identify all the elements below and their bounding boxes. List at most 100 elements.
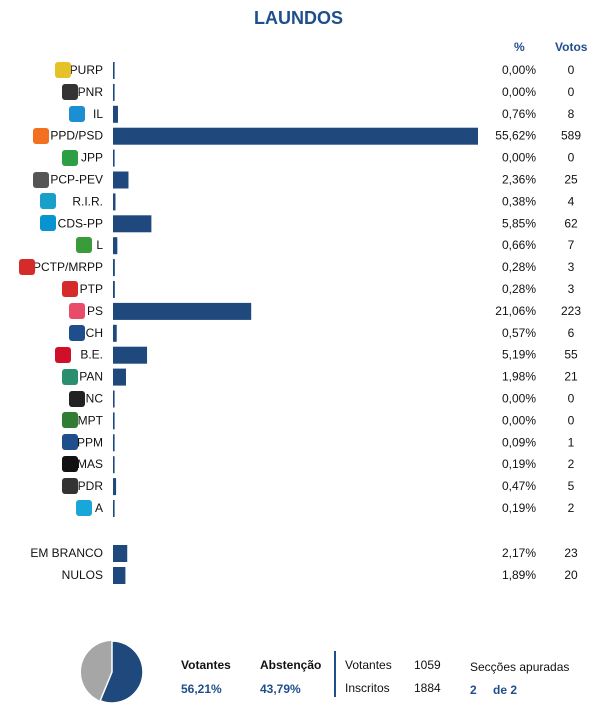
ppm-icon bbox=[61, 434, 78, 451]
bar-ppm bbox=[113, 434, 115, 452]
percent-label-pcp-pev: 2,36% bbox=[502, 173, 536, 187]
percent-label-r-i-r: 0,38% bbox=[502, 194, 536, 208]
votes-label-a: 2 bbox=[568, 501, 575, 515]
percent-label-a: 0,19% bbox=[502, 501, 536, 515]
bar-pdr bbox=[113, 478, 117, 496]
votes-label-pctp-mrpp: 3 bbox=[568, 260, 575, 274]
arrow-icon bbox=[33, 127, 50, 144]
votes-label-em-branco: 23 bbox=[564, 546, 578, 560]
seccoes-done: 2 bbox=[470, 683, 477, 697]
clover-icon bbox=[61, 412, 78, 429]
category-label-nc: NC bbox=[86, 392, 104, 406]
category-label-b-e: B.E. bbox=[80, 348, 103, 362]
flower-icon bbox=[75, 237, 92, 254]
category-label-cds-pp: CDS-PP bbox=[58, 216, 103, 230]
votes-label-ppd-psd: 589 bbox=[561, 129, 581, 143]
bar-ptp bbox=[113, 281, 115, 298]
votes-label-l: 7 bbox=[568, 238, 575, 252]
category-label-a: A bbox=[95, 501, 103, 515]
percent-label-mas: 0,19% bbox=[502, 457, 536, 471]
percent-header: % bbox=[514, 40, 525, 54]
votantes-count-label: Votantes bbox=[345, 658, 392, 672]
category-label-pdr: PDR bbox=[78, 479, 104, 493]
votantes-percent: 56,21% bbox=[181, 682, 222, 696]
seccoes-total: de 2 bbox=[493, 683, 518, 697]
percent-label-pdr: 0,47% bbox=[502, 479, 536, 493]
flame-icon bbox=[61, 83, 78, 100]
votes-label-nc: 0 bbox=[568, 392, 575, 406]
bar-em-branco bbox=[113, 545, 128, 562]
ps-rose-icon bbox=[68, 302, 85, 319]
percent-label-purp: 0,00% bbox=[502, 63, 536, 77]
bar-pctp-mrpp bbox=[113, 259, 115, 277]
votes-label-ptp: 3 bbox=[568, 282, 575, 296]
bar-cds-pp bbox=[113, 215, 152, 233]
percent-label-nulos: 1,89% bbox=[502, 568, 536, 582]
percent-label-nc: 0,00% bbox=[502, 392, 536, 406]
bar-r-i-r bbox=[113, 193, 116, 211]
votes-label-mpt: 0 bbox=[568, 413, 575, 427]
alianca-icon bbox=[75, 500, 92, 516]
category-label-mpt: MPT bbox=[78, 413, 104, 427]
votes-label-ch: 6 bbox=[568, 326, 575, 340]
bar-jpp bbox=[113, 149, 115, 167]
category-label-jpp: JPP bbox=[81, 151, 103, 165]
bar-pcp-pev bbox=[113, 171, 129, 189]
bar-a bbox=[113, 500, 115, 517]
percent-label-jpp: 0,00% bbox=[502, 151, 536, 165]
votes-label-pcp-pev: 25 bbox=[564, 173, 578, 187]
votes-label-pan: 21 bbox=[564, 370, 578, 384]
votes-header: Votos bbox=[555, 40, 588, 54]
bar-mpt bbox=[113, 412, 115, 430]
votes-label-mas: 2 bbox=[568, 457, 575, 471]
ch-icon bbox=[68, 324, 85, 341]
pctp-icon bbox=[19, 259, 36, 276]
turnout-pie-chart bbox=[80, 640, 144, 709]
mas-icon bbox=[61, 456, 78, 473]
votes-label-ppm: 1 bbox=[568, 435, 575, 449]
votes-label-r-i-r: 4 bbox=[568, 194, 575, 208]
inscritos-label: Inscritos bbox=[345, 681, 390, 695]
sun-icon bbox=[54, 62, 71, 78]
jpp-icon bbox=[61, 149, 78, 166]
bar-ps bbox=[113, 302, 252, 320]
percent-label-ppd-psd: 55,62% bbox=[495, 129, 536, 143]
abstencao-label: Abstenção bbox=[260, 658, 322, 672]
bar-pnr bbox=[113, 83, 115, 101]
category-label-pnr: PNR bbox=[78, 85, 104, 99]
pan-icon bbox=[61, 368, 78, 385]
category-label-ptp: PTP bbox=[80, 282, 103, 296]
percent-label-pan: 1,98% bbox=[502, 370, 536, 384]
votes-label-nulos: 20 bbox=[564, 568, 578, 582]
category-label-nulos: NULOS bbox=[62, 568, 103, 582]
page-title: LAUNDOS bbox=[254, 8, 343, 28]
category-label-pctp-mrpp: PCTP/MRPP bbox=[33, 260, 103, 274]
bar-mas bbox=[113, 456, 115, 474]
category-label-il: IL bbox=[93, 107, 103, 121]
percent-label-b-e: 5,19% bbox=[502, 348, 536, 362]
percent-label-cds-pp: 5,85% bbox=[502, 216, 536, 230]
percent-label-mpt: 0,00% bbox=[502, 413, 536, 427]
percent-label-ch: 0,57% bbox=[502, 326, 536, 340]
category-label-ppm: PPM bbox=[77, 435, 103, 449]
abstencao-percent: 43,79% bbox=[260, 682, 301, 696]
bar-ppd-psd bbox=[113, 127, 478, 145]
seccoes-label: Secções apuradas bbox=[470, 660, 570, 674]
bar-ch bbox=[113, 324, 117, 342]
percent-label-il: 0,76% bbox=[502, 107, 536, 121]
results-bar-chart: PURP 0,00% 0 PNR 0,00% 0 IL 0,76% 8 PPD/PSD 55,62%… bbox=[30, 62, 581, 584]
percent-label-l: 0,66% bbox=[502, 238, 536, 252]
hammer-sickle-icon bbox=[33, 171, 50, 188]
percent-label-pctp-mrpp: 0,28% bbox=[502, 260, 536, 274]
category-label-l: L bbox=[96, 238, 103, 252]
category-label-pcp-pev: PCP-PEV bbox=[50, 173, 103, 187]
category-label-ppd-psd: PPD/PSD bbox=[50, 129, 103, 143]
category-label-purp: PURP bbox=[70, 63, 103, 77]
category-label-em-branco: EM BRANCO bbox=[30, 546, 103, 560]
category-label-r-i-r: R.I.R. bbox=[72, 194, 103, 208]
bar-purp bbox=[113, 62, 115, 79]
cds-icon bbox=[40, 215, 57, 232]
rir-icon bbox=[40, 193, 57, 210]
category-label-mas: MAS bbox=[77, 457, 103, 471]
category-label-pan: PAN bbox=[79, 370, 103, 384]
